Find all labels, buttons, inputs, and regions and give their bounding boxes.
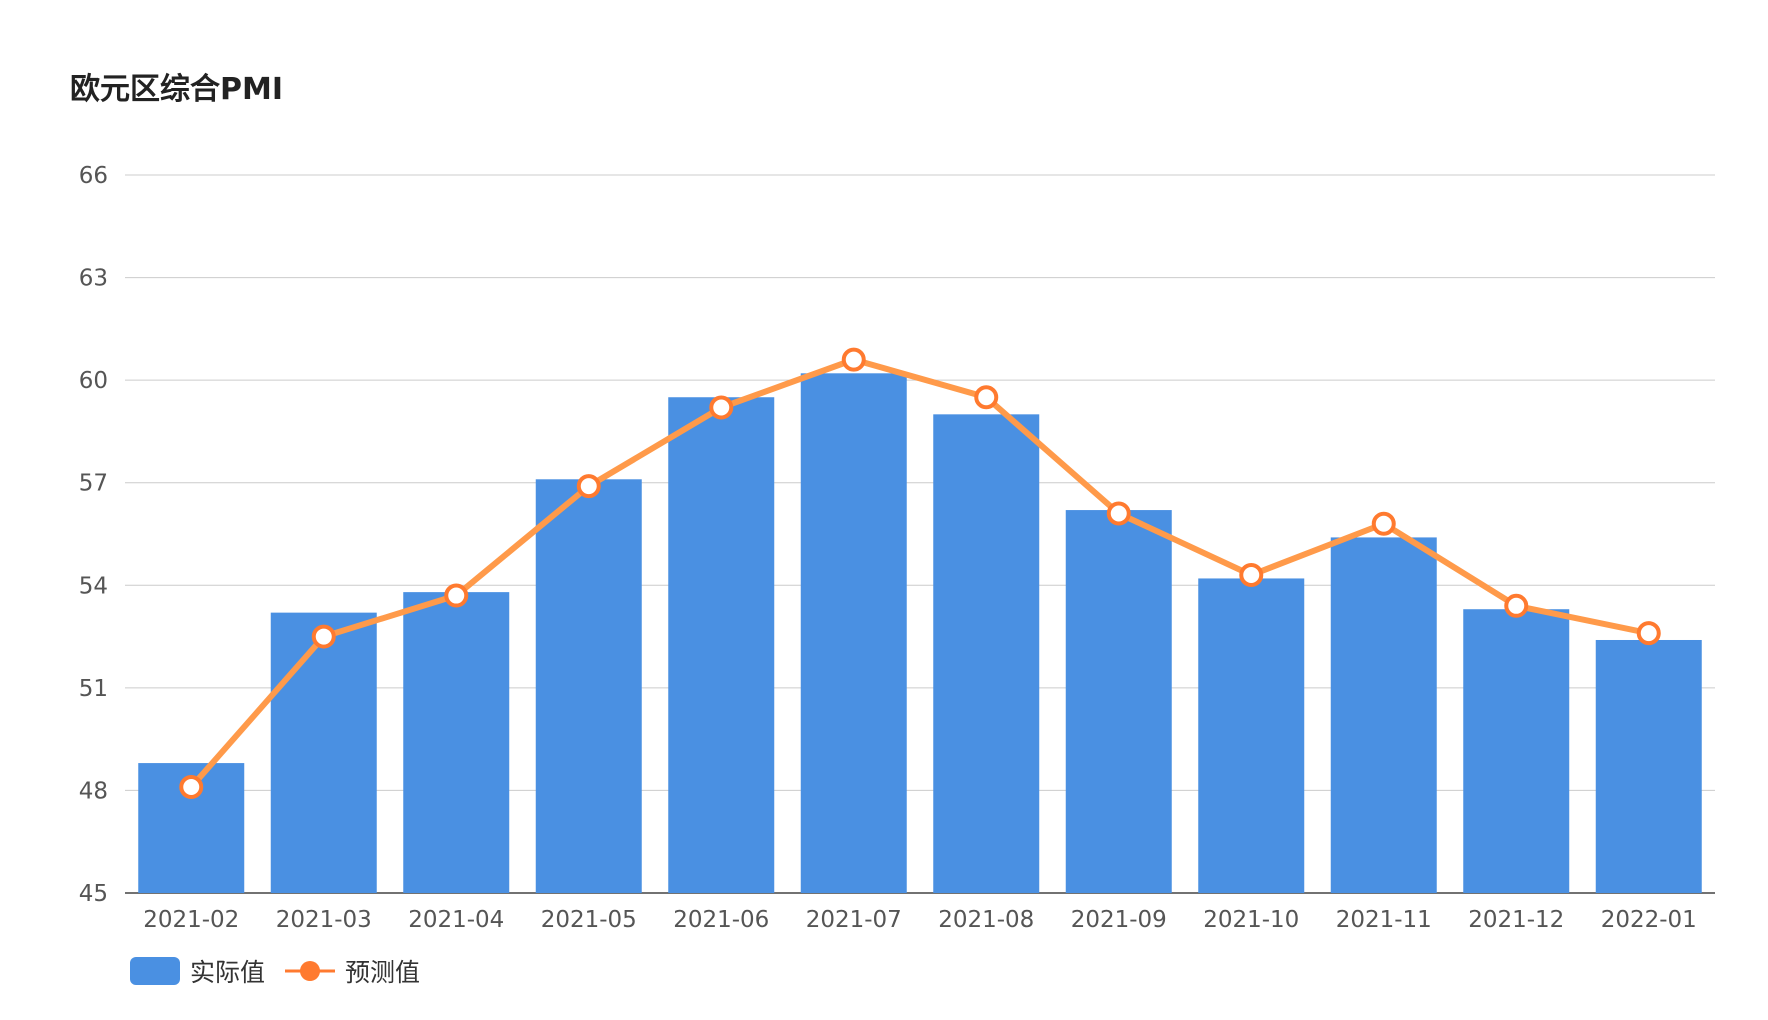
legend-item-forecast[interactable]: 预测值 [285,953,420,989]
bar [933,414,1040,893]
forecast-point [576,474,601,499]
forecast-point [841,347,866,372]
forecast-point [311,624,336,649]
bar [403,592,510,893]
x-tick-label: 2021-08 [938,907,1034,933]
y-tick-label: 60 [79,368,108,394]
x-tick-label: 2021-02 [143,907,239,933]
bar [1198,578,1305,893]
x-tick-label: 2021-11 [1336,907,1432,933]
y-tick-label: 45 [79,881,108,907]
forecast-point [1239,563,1264,588]
bar [1595,639,1702,893]
bar [535,479,642,893]
bar [1463,609,1570,893]
bar-series [138,373,1702,893]
x-tick-label: 2021-04 [408,907,504,933]
y-tick-label: 66 [79,163,108,189]
x-tick-label: 2021-12 [1468,907,1564,933]
x-tick-label: 2021-05 [541,907,637,933]
legend-line-swatch [285,961,336,981]
forecast-point [1371,511,1396,536]
bar [270,612,377,893]
forecast-point [444,583,469,608]
bar [800,373,907,893]
bar [668,397,775,893]
forecast-point [1636,621,1661,646]
y-axis-ticks: 45 48 51 54 57 60 63 66 [79,163,108,907]
y-tick-label: 51 [79,676,108,702]
forecast-point [1106,501,1131,526]
forecast-point [179,775,204,800]
x-tick-label: 2021-07 [806,907,902,933]
line-series [179,347,1661,800]
legend: 实际值 预测值 [130,953,440,989]
x-axis-ticks: 2021-02 2021-03 2021-04 2021-05 2021-06 2021-… [143,907,1697,933]
y-tick-label: 48 [79,778,108,804]
y-tick-label: 54 [79,573,108,599]
legend-label-actual: 实际值 [190,958,266,987]
x-tick-label: 2021-10 [1203,907,1299,933]
x-tick-label: 2021-06 [673,907,769,933]
bar [1065,510,1172,893]
chart-title: 欧元区综合PMI [70,72,284,107]
forecast-point [974,385,999,410]
y-tick-label: 63 [79,266,108,292]
x-tick-label: 2021-03 [276,907,372,933]
legend-bar-swatch [130,957,180,985]
y-tick-label: 57 [79,471,108,497]
bar [1330,537,1437,893]
legend-label-forecast: 预测值 [345,958,421,987]
forecast-line [188,356,1652,791]
x-tick-label: 2021-09 [1071,907,1167,933]
legend-item-actual[interactable]: 实际值 [130,953,265,989]
forecast-point [1504,593,1529,618]
x-tick-label: 2022-01 [1601,907,1697,933]
forecast-point [709,395,734,420]
